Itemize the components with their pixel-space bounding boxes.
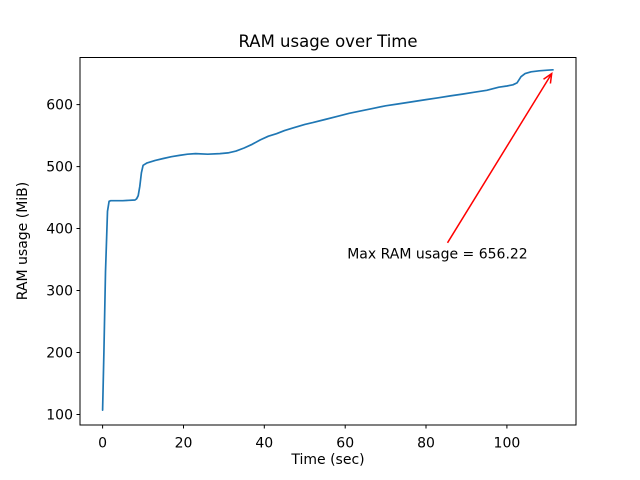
annotation-arrow [446, 73, 553, 244]
y-tick-label: 600 [46, 98, 73, 114]
y-tick-label: 400 [46, 222, 73, 238]
chart-title: RAM usage over Time [238, 32, 417, 51]
x-tick-label: 100 [494, 436, 521, 452]
annotation-text: Max RAM usage = 656.22 [347, 246, 528, 262]
x-tick-label: 40 [255, 436, 273, 452]
x-tick-label: 80 [417, 436, 435, 452]
x-axis-ticks: 0 20 40 60 80 100 [98, 425, 520, 452]
max-ram-annotation: Max RAM usage = 656.22 [347, 72, 553, 262]
y-tick-label: 300 [46, 284, 73, 300]
plot-area-border [79, 57, 577, 426]
y-tick-label: 200 [46, 346, 73, 362]
y-tick-label: 100 [46, 408, 73, 424]
annotation-arrowhead [543, 72, 553, 84]
x-tick-label: 0 [98, 436, 107, 452]
ram-usage-line [101, 68, 554, 411]
x-tick-label: 20 [175, 436, 193, 452]
y-axis-label: RAM usage (MiB) [15, 182, 31, 300]
y-axis-ticks: 100 200 300 400 500 600 [46, 98, 80, 424]
x-tick-label: 60 [336, 436, 354, 452]
y-tick-label: 500 [46, 160, 73, 176]
x-axis-label: Time (sec) [290, 452, 364, 468]
